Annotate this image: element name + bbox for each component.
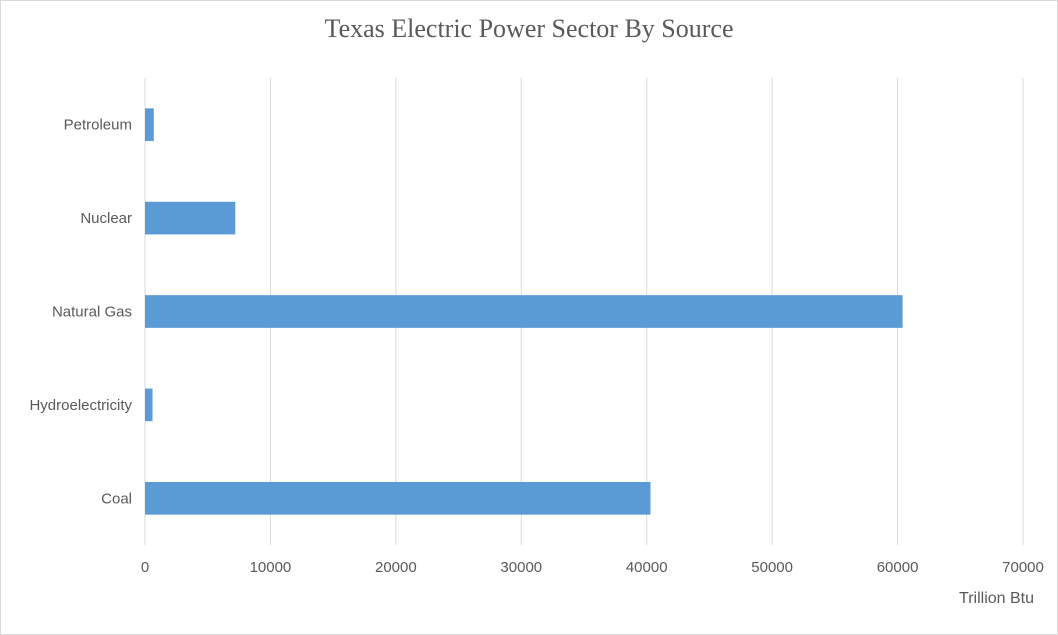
category-label: Coal <box>101 490 132 507</box>
bar <box>145 295 903 328</box>
bar <box>145 201 236 235</box>
category-labels: Petroleum Nuclear Natural Gas Hydroelectric… <box>29 117 132 508</box>
category-label: Petroleum <box>64 117 132 134</box>
bars <box>145 108 903 515</box>
category-label: Hydroelectricity <box>29 397 132 414</box>
x-tick-label: 50000 <box>751 559 793 576</box>
chart-title: Texas Electric Power Sector By Source <box>324 14 734 43</box>
bar <box>145 481 651 515</box>
x-tick-label: 30000 <box>500 559 542 576</box>
category-label: Natural Gas <box>52 304 132 321</box>
x-tick-label: 10000 <box>250 559 292 576</box>
x-tick-label: 0 <box>141 559 149 576</box>
category-label: Nuclear <box>80 210 132 227</box>
x-tick-labels: 0 10000 20000 30000 40000 50000 60000 70000 <box>141 559 1044 576</box>
x-tick-label: 60000 <box>877 559 919 576</box>
bar <box>145 108 154 142</box>
x-tick-label: 40000 <box>626 559 668 576</box>
x-tick-label: 70000 <box>1002 559 1044 576</box>
x-tick-label: 20000 <box>375 559 417 576</box>
bar <box>145 388 153 422</box>
x-axis-label: Trillion Btu <box>959 590 1034 607</box>
